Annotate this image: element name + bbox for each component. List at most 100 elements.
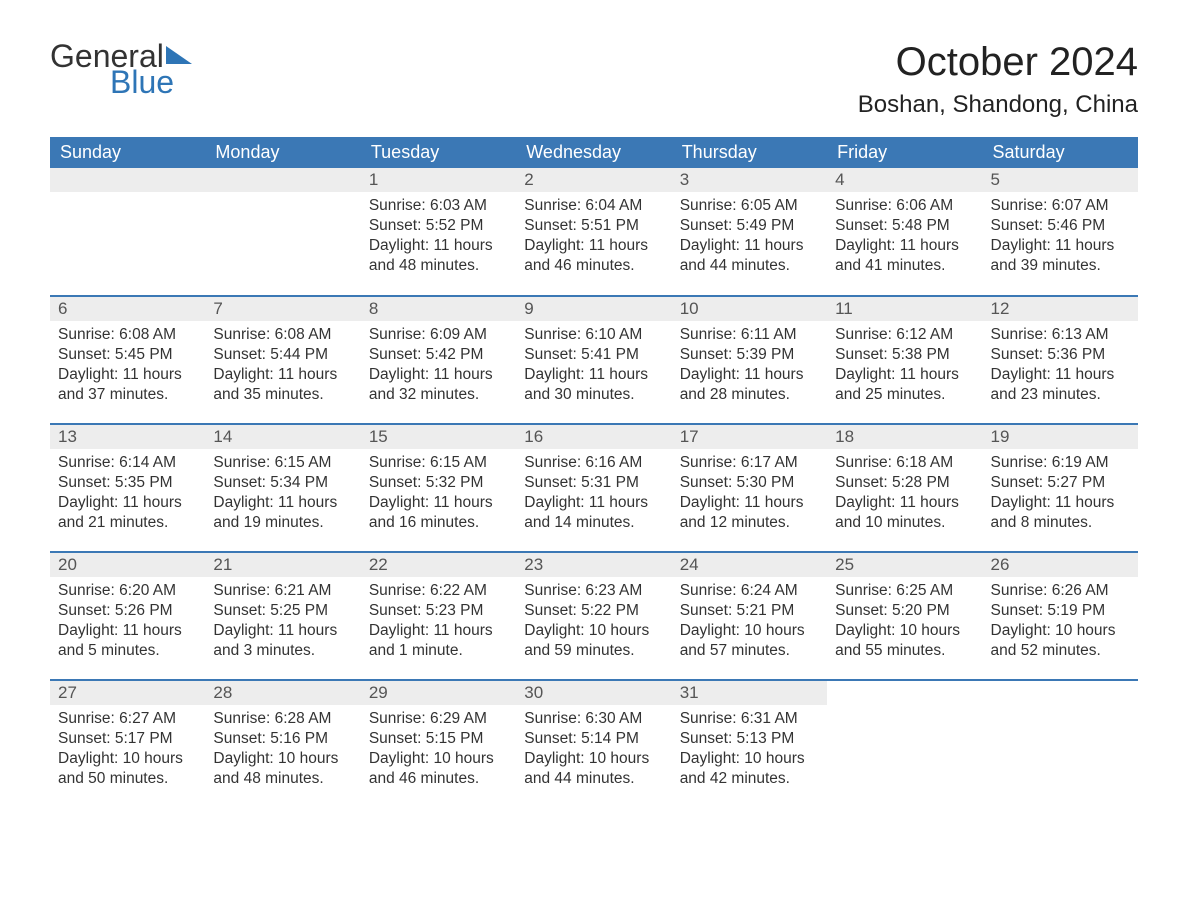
day-line-d2: and 39 minutes. bbox=[991, 256, 1130, 276]
calendar-empty-cell bbox=[827, 680, 982, 808]
day-line-ss: Sunset: 5:46 PM bbox=[991, 216, 1130, 236]
day-line-d1: Daylight: 11 hours bbox=[991, 493, 1130, 513]
day-line-d2: and 37 minutes. bbox=[58, 385, 197, 405]
day-line-d2: and 50 minutes. bbox=[58, 769, 197, 789]
day-line-d1: Daylight: 11 hours bbox=[835, 493, 974, 513]
weekday-header: Tuesday bbox=[361, 137, 516, 168]
day-line-ss: Sunset: 5:19 PM bbox=[991, 601, 1130, 621]
day-line-d1: Daylight: 10 hours bbox=[680, 749, 819, 769]
day-line-ss: Sunset: 5:25 PM bbox=[213, 601, 352, 621]
day-line-d1: Daylight: 11 hours bbox=[991, 236, 1130, 256]
day-number bbox=[50, 168, 205, 192]
day-body: Sunrise: 6:06 AMSunset: 5:48 PMDaylight:… bbox=[827, 192, 982, 285]
day-line-ss: Sunset: 5:23 PM bbox=[369, 601, 508, 621]
day-number: 3 bbox=[672, 168, 827, 192]
calendar-day-cell: 3Sunrise: 6:05 AMSunset: 5:49 PMDaylight… bbox=[672, 168, 827, 296]
day-number: 11 bbox=[827, 297, 982, 321]
day-body: Sunrise: 6:09 AMSunset: 5:42 PMDaylight:… bbox=[361, 321, 516, 414]
day-number: 7 bbox=[205, 297, 360, 321]
day-body: Sunrise: 6:22 AMSunset: 5:23 PMDaylight:… bbox=[361, 577, 516, 670]
day-line-sr: Sunrise: 6:12 AM bbox=[835, 325, 974, 345]
day-number: 30 bbox=[516, 681, 671, 705]
day-line-d1: Daylight: 11 hours bbox=[213, 493, 352, 513]
day-line-ss: Sunset: 5:42 PM bbox=[369, 345, 508, 365]
day-line-ss: Sunset: 5:13 PM bbox=[680, 729, 819, 749]
day-number: 31 bbox=[672, 681, 827, 705]
day-line-d2: and 42 minutes. bbox=[680, 769, 819, 789]
day-number: 16 bbox=[516, 425, 671, 449]
day-line-ss: Sunset: 5:22 PM bbox=[524, 601, 663, 621]
day-line-sr: Sunrise: 6:08 AM bbox=[58, 325, 197, 345]
day-line-sr: Sunrise: 6:22 AM bbox=[369, 581, 508, 601]
day-line-d1: Daylight: 11 hours bbox=[58, 621, 197, 641]
day-line-d1: Daylight: 10 hours bbox=[835, 621, 974, 641]
day-body: Sunrise: 6:29 AMSunset: 5:15 PMDaylight:… bbox=[361, 705, 516, 798]
day-line-d2: and 8 minutes. bbox=[991, 513, 1130, 533]
day-number: 23 bbox=[516, 553, 671, 577]
day-line-ss: Sunset: 5:26 PM bbox=[58, 601, 197, 621]
calendar-day-cell: 22Sunrise: 6:22 AMSunset: 5:23 PMDayligh… bbox=[361, 552, 516, 680]
day-line-d2: and 5 minutes. bbox=[58, 641, 197, 661]
day-line-d1: Daylight: 10 hours bbox=[369, 749, 508, 769]
location: Boshan, Shandong, China bbox=[858, 91, 1138, 119]
day-line-sr: Sunrise: 6:17 AM bbox=[680, 453, 819, 473]
day-line-sr: Sunrise: 6:30 AM bbox=[524, 709, 663, 729]
day-line-ss: Sunset: 5:51 PM bbox=[524, 216, 663, 236]
calendar-empty-cell bbox=[205, 168, 360, 296]
calendar-day-cell: 20Sunrise: 6:20 AMSunset: 5:26 PMDayligh… bbox=[50, 552, 205, 680]
day-line-sr: Sunrise: 6:28 AM bbox=[213, 709, 352, 729]
day-body: Sunrise: 6:28 AMSunset: 5:16 PMDaylight:… bbox=[205, 705, 360, 798]
day-line-d1: Daylight: 11 hours bbox=[835, 365, 974, 385]
day-line-d1: Daylight: 10 hours bbox=[213, 749, 352, 769]
day-number: 24 bbox=[672, 553, 827, 577]
day-body: Sunrise: 6:16 AMSunset: 5:31 PMDaylight:… bbox=[516, 449, 671, 542]
logo-flag-icon bbox=[166, 46, 192, 66]
calendar-day-cell: 13Sunrise: 6:14 AMSunset: 5:35 PMDayligh… bbox=[50, 424, 205, 552]
day-line-ss: Sunset: 5:38 PM bbox=[835, 345, 974, 365]
day-line-sr: Sunrise: 6:09 AM bbox=[369, 325, 508, 345]
day-number: 26 bbox=[983, 553, 1138, 577]
day-body: Sunrise: 6:15 AMSunset: 5:34 PMDaylight:… bbox=[205, 449, 360, 542]
calendar-week-row: 1Sunrise: 6:03 AMSunset: 5:52 PMDaylight… bbox=[50, 168, 1138, 296]
day-line-d2: and 1 minute. bbox=[369, 641, 508, 661]
calendar-day-cell: 25Sunrise: 6:25 AMSunset: 5:20 PMDayligh… bbox=[827, 552, 982, 680]
day-line-d1: Daylight: 11 hours bbox=[680, 493, 819, 513]
calendar-day-cell: 10Sunrise: 6:11 AMSunset: 5:39 PMDayligh… bbox=[672, 296, 827, 424]
day-line-d1: Daylight: 10 hours bbox=[524, 621, 663, 641]
day-line-sr: Sunrise: 6:16 AM bbox=[524, 453, 663, 473]
day-line-d1: Daylight: 11 hours bbox=[991, 365, 1130, 385]
weekday-header: Monday bbox=[205, 137, 360, 168]
day-body: Sunrise: 6:08 AMSunset: 5:45 PMDaylight:… bbox=[50, 321, 205, 414]
day-line-d2: and 46 minutes. bbox=[524, 256, 663, 276]
day-number: 29 bbox=[361, 681, 516, 705]
day-line-d2: and 16 minutes. bbox=[369, 513, 508, 533]
day-body: Sunrise: 6:08 AMSunset: 5:44 PMDaylight:… bbox=[205, 321, 360, 414]
day-line-sr: Sunrise: 6:29 AM bbox=[369, 709, 508, 729]
day-number: 2 bbox=[516, 168, 671, 192]
day-line-sr: Sunrise: 6:08 AM bbox=[213, 325, 352, 345]
day-number: 17 bbox=[672, 425, 827, 449]
day-body: Sunrise: 6:14 AMSunset: 5:35 PMDaylight:… bbox=[50, 449, 205, 542]
day-number: 13 bbox=[50, 425, 205, 449]
weekday-header: Saturday bbox=[983, 137, 1138, 168]
day-line-ss: Sunset: 5:30 PM bbox=[680, 473, 819, 493]
day-body: Sunrise: 6:20 AMSunset: 5:26 PMDaylight:… bbox=[50, 577, 205, 670]
day-line-ss: Sunset: 5:41 PM bbox=[524, 345, 663, 365]
day-line-sr: Sunrise: 6:25 AM bbox=[835, 581, 974, 601]
day-line-d1: Daylight: 11 hours bbox=[369, 621, 508, 641]
day-line-d2: and 10 minutes. bbox=[835, 513, 974, 533]
day-line-sr: Sunrise: 6:18 AM bbox=[835, 453, 974, 473]
day-line-ss: Sunset: 5:49 PM bbox=[680, 216, 819, 236]
calendar-day-cell: 26Sunrise: 6:26 AMSunset: 5:19 PMDayligh… bbox=[983, 552, 1138, 680]
day-number: 9 bbox=[516, 297, 671, 321]
day-line-d2: and 25 minutes. bbox=[835, 385, 974, 405]
day-number: 28 bbox=[205, 681, 360, 705]
day-number bbox=[983, 681, 1138, 705]
day-line-d1: Daylight: 11 hours bbox=[835, 236, 974, 256]
day-line-d2: and 57 minutes. bbox=[680, 641, 819, 661]
day-number: 15 bbox=[361, 425, 516, 449]
day-line-d2: and 14 minutes. bbox=[524, 513, 663, 533]
day-line-d1: Daylight: 10 hours bbox=[58, 749, 197, 769]
day-line-ss: Sunset: 5:35 PM bbox=[58, 473, 197, 493]
day-line-d2: and 19 minutes. bbox=[213, 513, 352, 533]
